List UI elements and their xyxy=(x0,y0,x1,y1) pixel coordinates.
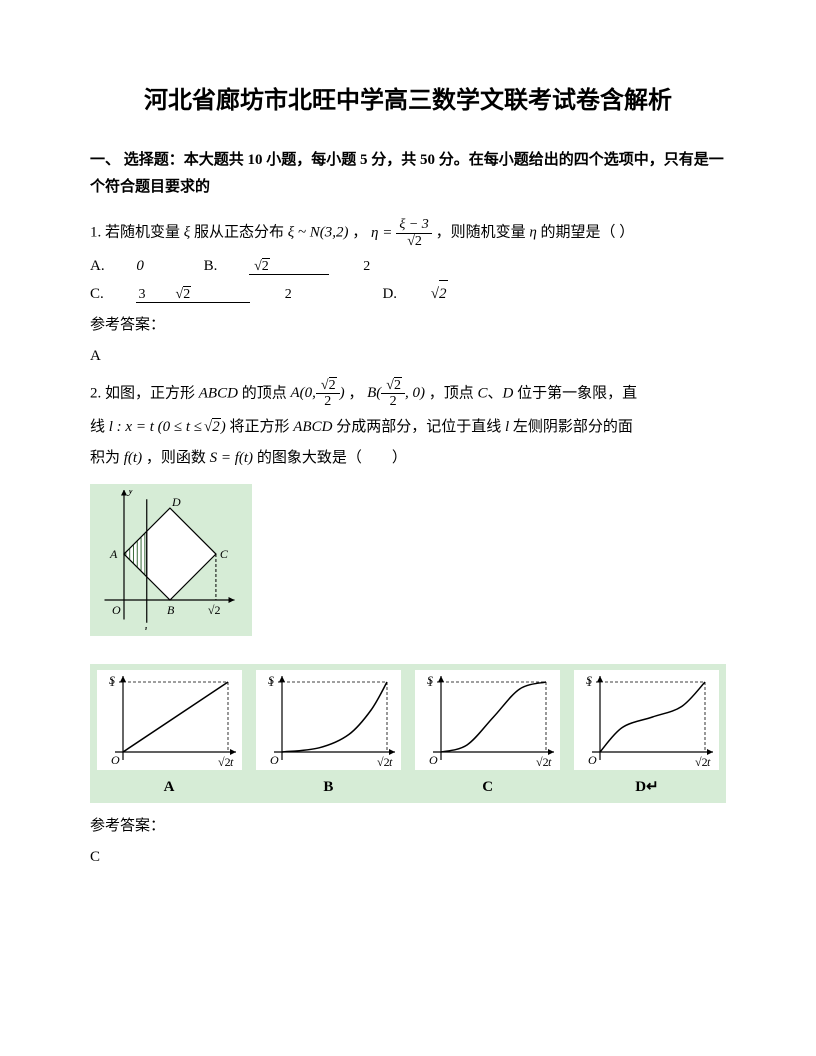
q2-stem-line2: 线 l : x = t (0 ≤ t ≤2) 将正方形 ABCD 分成两部分，记… xyxy=(90,414,726,441)
q2-graph-b: S1O√2t B xyxy=(253,670,403,801)
svg-text:D: D xyxy=(171,495,181,509)
q2-stem-line1: 2. 如图，正方形 ABCD 的顶点 A(0, 22 ) ， B( 22 , 0… xyxy=(90,378,726,410)
q1-choice-b: B. 2 2 xyxy=(204,253,430,280)
svg-text:1: 1 xyxy=(268,675,274,689)
q2-stem-line3: 积为 f(t) ，则函数 S = f(t) 的图象大致是（ ） xyxy=(90,445,726,472)
svg-text:1: 1 xyxy=(109,675,115,689)
q2-number: 2. xyxy=(90,385,101,401)
q2-text: 的顶点 xyxy=(242,385,287,401)
q1-eta-den: 2 xyxy=(402,234,426,249)
choice-label: C. xyxy=(90,281,104,308)
svg-text:√2: √2 xyxy=(695,755,708,769)
q2-graph-a: S1O√2t A xyxy=(94,670,244,801)
svg-text:O: O xyxy=(429,753,438,767)
choice-label: B. xyxy=(204,253,218,280)
q2-text: ， xyxy=(348,385,363,401)
svg-text:O: O xyxy=(112,603,121,617)
svg-text:O: O xyxy=(270,753,279,767)
q1-text: ， xyxy=(352,225,367,241)
q2-line-l: l : x = t (0 ≤ t ≤2) xyxy=(109,419,230,435)
q2-ft: f(t) xyxy=(124,450,142,466)
q1-eta-def: η = ξ − 3 2 xyxy=(371,217,432,249)
q2-answer-label: 参考答案： xyxy=(90,813,726,840)
q2-abcd: ABCD xyxy=(199,385,238,401)
choice-val: 0 xyxy=(136,253,144,280)
graph-label: B xyxy=(323,774,333,801)
q2-text: 将正方形 xyxy=(230,419,290,435)
q2-graphs-row: S1O√2t A S1O√2t B S1O√2t C S1O√2t D↵ xyxy=(90,664,726,803)
q2-text: 左侧阴影部分的面 xyxy=(513,419,633,435)
q1-text: 服从正态分布 xyxy=(194,225,284,241)
choice-val: 2 xyxy=(429,280,504,308)
svg-text:1: 1 xyxy=(586,675,592,689)
q2-text: 线 xyxy=(90,419,105,435)
q2-text: ，则函数 xyxy=(146,450,206,466)
q1-choice-d: D. 2 xyxy=(382,280,531,308)
q2-c: C xyxy=(477,385,487,401)
q1-eta-num: ξ − 3 xyxy=(396,217,431,233)
svg-text:C: C xyxy=(220,547,229,561)
svg-text:√2: √2 xyxy=(377,755,390,769)
q1-eta-frac: ξ − 3 2 xyxy=(396,217,431,249)
svg-text:y: y xyxy=(127,490,134,497)
choice-val: 32 2 xyxy=(136,286,323,303)
q1-text: ，则随机变量 xyxy=(436,225,526,241)
svg-text:O: O xyxy=(111,753,120,767)
graph-label: A xyxy=(164,774,175,801)
q1-xi: ξ xyxy=(184,225,190,241)
q1-number: 1. xyxy=(90,225,101,241)
q2-text: 位于第一象限，直 xyxy=(517,385,637,401)
svg-text:√2: √2 xyxy=(536,755,549,769)
q2-seq: S = f(t) xyxy=(210,450,253,466)
svg-text:√2: √2 xyxy=(208,603,221,617)
q2-answer: C xyxy=(90,844,726,871)
section-header: 一、 选择题：本大题共 10 小题，每小题 5 分，共 50 分。在每小题给出的… xyxy=(90,147,726,201)
q2-point-b: B( 22 , 0) xyxy=(367,378,425,410)
q1-dist: ξ ~ N(3,2) xyxy=(288,225,349,241)
q1-choices: A. 0 B. 2 2 C. 32 2 D. 2 xyxy=(90,253,726,308)
svg-text:B: B xyxy=(167,603,175,617)
q2-graph-d: S1O√2t D↵ xyxy=(572,670,722,801)
question-1: 1. 若随机变量 ξ 服从正态分布 ξ ~ N(3,2) ， η = ξ − 3… xyxy=(90,217,726,370)
question-2: 2. 如图，正方形 ABCD 的顶点 A(0, 22 ) ， B( 22 , 0… xyxy=(90,378,726,871)
q2-text: 的图象大致是（ ） xyxy=(257,450,407,466)
q2-text: ，顶点 xyxy=(429,385,474,401)
q2-figure-square: A B C D Ol y √2 xyxy=(90,484,252,636)
svg-text:O: O xyxy=(588,753,597,767)
q1-choice-a: A. 0 xyxy=(90,253,172,280)
q2-abcd: ABCD xyxy=(293,419,332,435)
q1-answer: A xyxy=(90,343,726,370)
q2-text: 分成两部分，记位于直线 xyxy=(336,419,501,435)
q1-text: 若随机变量 xyxy=(105,225,180,241)
page-title: 河北省廊坊市北旺中学高三数学文联考试卷含解析 xyxy=(90,80,726,123)
graph-label: C xyxy=(482,774,493,801)
graph-label: D↵ xyxy=(629,774,664,801)
q1-answer-label: 参考答案： xyxy=(90,312,726,339)
q1-eta-eq: η = xyxy=(371,220,392,247)
q2-point-a: A(0, 22 ) xyxy=(290,378,344,410)
q1-choice-c: C. 32 2 xyxy=(90,281,351,308)
svg-text:A: A xyxy=(109,547,118,561)
choice-val: 2 2 xyxy=(249,258,401,275)
q1-eta: η xyxy=(529,225,536,241)
q1-stem: 1. 若随机变量 ξ 服从正态分布 ξ ~ N(3,2) ， η = ξ − 3… xyxy=(90,217,726,249)
svg-text:l: l xyxy=(144,624,148,630)
q2-text: 如图，正方形 xyxy=(105,385,195,401)
svg-text:1: 1 xyxy=(427,675,433,689)
q2-graph-c: S1O√2t C xyxy=(413,670,563,801)
q1-text: 的期望是（ ） xyxy=(541,225,635,241)
choice-label: A. xyxy=(90,253,105,280)
q2-text: 积为 xyxy=(90,450,120,466)
q2-l: l xyxy=(505,419,509,435)
svg-text:√2: √2 xyxy=(218,755,231,769)
choice-label: D. xyxy=(382,281,397,308)
q2-d: D xyxy=(502,385,513,401)
